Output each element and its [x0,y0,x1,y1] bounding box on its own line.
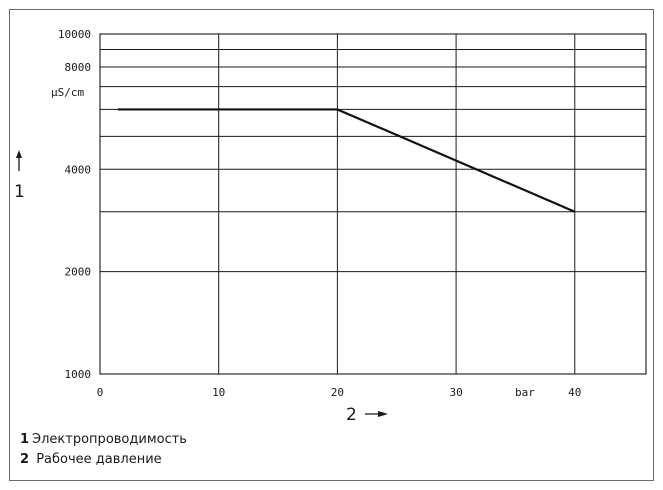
plot-area-border [99,33,647,375]
y-axis-number-group: 1 [14,150,25,202]
series-line [117,108,576,213]
y-unit-label: µS/cm [51,86,84,99]
legend-item-1: 1 Электропроводимость [20,430,187,450]
legend: 1 Электропроводимость 2 Рабочее давление [20,430,187,470]
y-tick-label: 1000 [65,368,92,381]
legend-item-1-number: 1 [20,432,30,447]
legend-item-2-text: Рабочее давление [36,452,162,467]
figure-frame [9,9,654,481]
x-tick-label: 0 [97,386,104,399]
series-group [117,108,576,213]
up-arrow-head-icon [16,150,22,158]
legend-item-2-number: 2 [20,452,30,467]
x-tick-label: 10 [212,386,225,399]
x-tick-label: 30 [449,386,462,399]
grid [99,33,647,375]
y-tick-label: 4000 [65,163,92,176]
legend-item-2: 2 Рабочее давление [20,450,187,470]
x-tick-label: 20 [331,386,344,399]
y-axis-number: 1 [14,182,25,202]
x-axis-number-group: 2 [346,405,388,425]
legend-item-1-text: Электропроводимость [32,432,187,447]
x-tick-label: 40 [568,386,581,399]
y-tick-label: 2000 [65,266,92,279]
right-arrow-head-icon [378,411,388,417]
tick-labels: 1000 2000 4000 8000 10000 0 10 20 30 40 [58,28,582,399]
y-tick-label: 10000 [58,28,91,41]
y-tick-label: 8000 [65,61,92,74]
x-unit-label: bar [515,386,535,399]
x-axis-number: 2 [346,405,357,425]
